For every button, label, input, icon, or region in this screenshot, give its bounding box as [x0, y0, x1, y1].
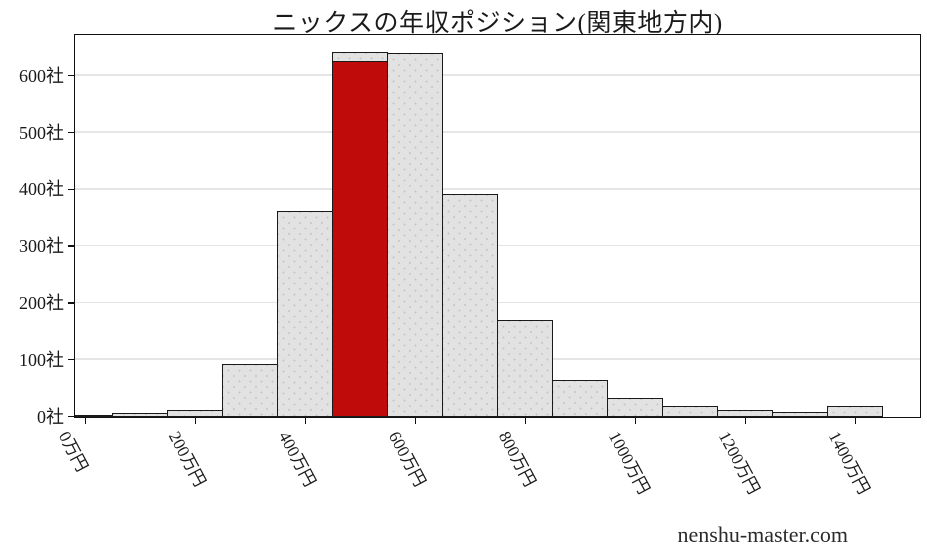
histogram-bar-1400	[826, 406, 884, 417]
histogram-bar-1300	[771, 412, 829, 417]
x-tick-1400	[854, 418, 857, 424]
y-tick-100	[68, 358, 74, 361]
x-tick-1200	[744, 418, 747, 424]
gridline-600	[75, 74, 920, 76]
y-tick-400	[68, 188, 74, 191]
y-tick-label-100: 100社	[19, 349, 64, 370]
gridline-500	[75, 131, 920, 133]
histogram-bar-400	[276, 211, 334, 417]
y-tick-200	[68, 302, 74, 304]
histogram-bar-1200	[716, 410, 774, 417]
x-tick-400	[304, 418, 307, 424]
x-tick-label-400: 400万円	[274, 428, 320, 490]
x-tick-label-0: 0万円	[54, 428, 92, 475]
gridline-400	[75, 188, 920, 190]
y-tick-500	[68, 131, 74, 134]
x-tick-1000	[634, 418, 637, 424]
y-tick-label-0: 0社	[37, 406, 64, 427]
watermark-text: nenshu-master.com	[677, 522, 848, 547]
histogram-bar-200	[166, 409, 224, 417]
histogram-bar-700	[441, 193, 499, 417]
y-tick-label-200: 200社	[19, 292, 64, 313]
histogram-bar-1000	[606, 397, 664, 417]
highlight-bar-500	[331, 60, 389, 417]
y-tick-label-500: 500社	[19, 122, 64, 143]
x-tick-800	[524, 418, 527, 424]
x-tick-label-200: 200万円	[164, 428, 210, 490]
y-tick-300	[68, 245, 74, 247]
x-tick-label-600: 600万円	[384, 428, 430, 490]
y-tick-label-600: 600社	[19, 65, 64, 86]
histogram-bar-600	[386, 53, 444, 417]
y-tick-label-300: 300社	[19, 236, 64, 257]
x-tick-label-1400: 1400万円	[824, 428, 874, 498]
x-tick-200	[194, 418, 197, 424]
y-tick-600	[68, 74, 74, 77]
x-tick-label-1000: 1000万円	[604, 428, 654, 498]
y-tick-0	[68, 415, 74, 418]
x-tick-label-1200: 1200万円	[714, 428, 764, 498]
histogram-bar-1100	[661, 406, 719, 417]
histogram-bar-0	[75, 414, 114, 417]
plot-area	[74, 34, 921, 418]
y-tick-label-400: 400社	[19, 179, 64, 200]
histogram-bar-900	[551, 380, 609, 417]
histogram-bar-300	[221, 363, 279, 417]
x-tick-label-800: 800万円	[494, 428, 540, 490]
histogram-bar-100	[111, 413, 169, 417]
x-tick-600	[414, 418, 417, 424]
x-tick-0	[84, 418, 87, 424]
histogram-bar-800	[496, 320, 554, 417]
chart-title: ニックスの年収ポジション(関東地方内)	[272, 10, 723, 37]
